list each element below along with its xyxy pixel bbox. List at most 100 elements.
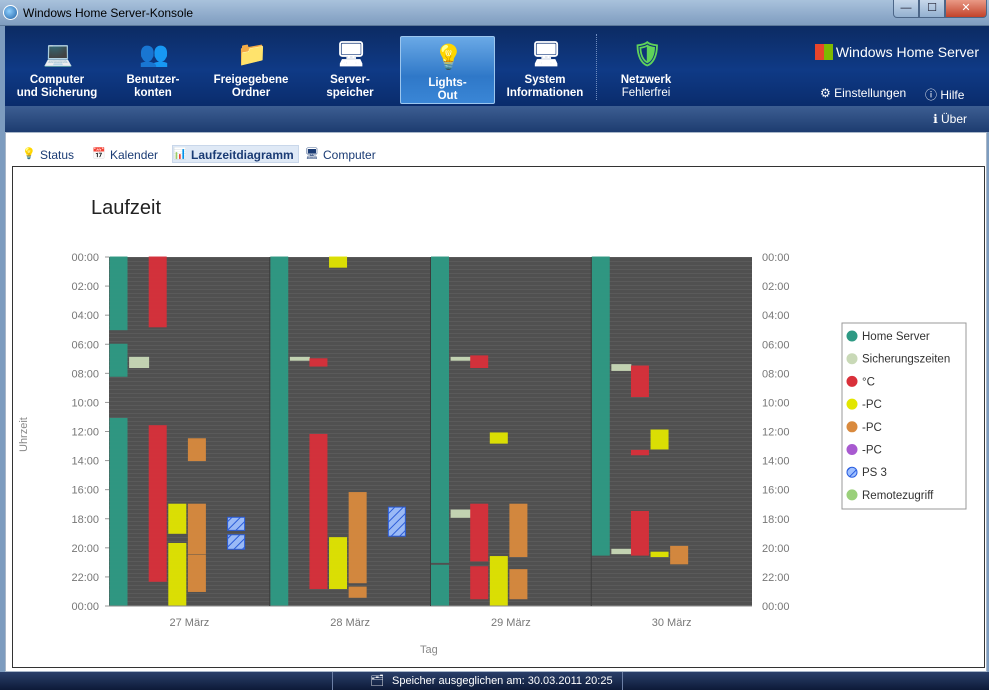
legend-swatch <box>846 444 858 455</box>
y-tick-label-left: 08:00 <box>71 368 99 380</box>
calendar-icon: 📅 <box>92 148 106 160</box>
series-bar <box>450 509 471 518</box>
x-tick-label: 28 März <box>330 617 370 629</box>
tab-runtime-chart[interactable]: 📊 Laufzeitdiagramm <box>172 145 299 163</box>
legend-label: -PC <box>862 422 882 434</box>
series-bar <box>309 358 328 367</box>
series-bar <box>148 256 167 328</box>
y-tick-label-left: 22:00 <box>71 572 99 584</box>
status-separator <box>622 672 623 690</box>
gear-icon: ⚙ <box>820 86 831 100</box>
series-bar <box>168 542 187 607</box>
legend-swatch <box>846 489 858 501</box>
y-tick-label-right: 00:00 <box>762 601 790 613</box>
series-bar <box>148 425 167 582</box>
legend-label: Remotezugriff <box>862 490 934 502</box>
tab-status[interactable]: 💡 Status <box>22 146 74 164</box>
close-button[interactable]: ✕ <box>945 0 987 18</box>
chart-title: Laufzeit <box>91 197 161 219</box>
storage-balance-icon: 🗂 <box>370 675 384 687</box>
help-link[interactable]: ⓘ Hilfe <box>925 86 964 103</box>
windows-flag-icon <box>814 44 833 60</box>
series-bar <box>670 545 689 565</box>
nav-label-2: speicher <box>326 87 374 99</box>
tab-calendar[interactable]: 📅 Kalender <box>92 146 158 164</box>
tab-computer[interactable]: 🖥 Computer <box>305 146 376 164</box>
series-bar <box>509 503 528 558</box>
help-icon: ⓘ <box>925 88 938 102</box>
nav-label-2: Informationen <box>506 87 584 99</box>
y-tick-label-right: 20:00 <box>762 543 790 555</box>
nav-computer-backup[interactable]: 💻 Computer und Sicherung <box>9 34 105 104</box>
nav-shared-folders[interactable]: 📁 Freigegebene Ordner <box>201 34 301 104</box>
info-icon: ℹ <box>933 112 938 126</box>
legend-swatch <box>846 421 858 433</box>
series-bar <box>630 449 649 456</box>
x-axis-label: Tag <box>420 644 438 656</box>
users-icon: 👥 <box>139 41 169 68</box>
y-tick-label-left: 18:00 <box>71 514 99 526</box>
lightbulb-icon: 💡 <box>433 44 464 71</box>
legend-label: °C <box>862 376 875 388</box>
computer-backup-icon: 💻 <box>43 41 73 68</box>
content-panel: 💡 Status 📅 Kalender 📊 Laufzeitdiagramm 🖥 Com… <box>5 132 987 672</box>
y-tick-label-left: 06:00 <box>71 339 99 351</box>
legend-label: -PC <box>862 445 882 457</box>
nav-label-1: System <box>524 74 566 86</box>
series-bar <box>611 364 632 371</box>
y-axis: 00:00 00:00 02:00 02:00 04:00 04:00 06:00 06:00… <box>71 252 789 613</box>
tab-label: Kalender <box>110 148 159 162</box>
nav-network-status[interactable]: 🛡 Netzwerk Fehlerfrei <box>603 34 689 104</box>
legend-swatch <box>846 330 858 342</box>
y-tick-label-right: 06:00 <box>762 339 790 351</box>
series-bar <box>309 433 328 590</box>
series-bar <box>187 438 206 462</box>
status-bar: 🗂 Speicher ausgeglichen am: 30.03.2011 2… <box>0 672 989 690</box>
brand-name: Windows Home Server <box>835 44 979 60</box>
nav-label-1: Benutzer- <box>126 74 180 86</box>
nav-user-accounts[interactable]: 👥 Benutzer- konten <box>109 34 197 104</box>
legend-label: Sicherungszeiten <box>862 354 950 366</box>
nav-label-1: Freigegebene <box>213 74 289 86</box>
series-bar <box>270 256 289 607</box>
series-bar <box>187 503 206 555</box>
series-bar <box>470 566 489 600</box>
series-bar <box>591 256 610 556</box>
series-bar <box>650 551 669 558</box>
x-tick-label: 27 März <box>170 617 210 629</box>
legend-swatch <box>846 375 858 387</box>
legend-swatch <box>846 353 858 365</box>
chart-legend: Home Server Sicherungszeiten °C -PC -PC -… <box>841 322 967 510</box>
nav-server-storage[interactable]: 🖥 Server- speicher <box>305 34 395 104</box>
runtime-chart-container: Laufzeit 00:00 00:00 02:00 02:00 04:00 04:00 0… <box>12 166 985 668</box>
brand-logo: Windows Home Server <box>814 44 979 60</box>
y-tick-label-right: 08:00 <box>762 368 790 380</box>
nav-label-1: Server- <box>330 74 370 86</box>
shield-check-icon: 🛡 <box>632 41 663 68</box>
series-bar <box>109 256 128 331</box>
series-bar <box>509 569 528 600</box>
y-tick-label-left: 00:00 <box>71 601 99 613</box>
series-bar <box>630 365 649 398</box>
legend-label: Home Server <box>862 331 930 343</box>
legend-label: PS 3 <box>862 467 887 479</box>
about-label: Über <box>940 112 967 126</box>
system-info-icon: 🖥 <box>531 41 562 68</box>
series-bar <box>227 534 246 550</box>
series-bar <box>611 548 632 555</box>
legend-swatch <box>846 466 858 478</box>
minimize-button[interactable]: — <box>893 0 919 18</box>
about-link[interactable]: ℹ Über <box>933 112 967 126</box>
y-tick-label-left: 14:00 <box>71 456 99 468</box>
monitor-icon: 🖥 <box>305 148 319 160</box>
nav-lights-out[interactable]: 💡 Lights- Out <box>400 36 495 104</box>
bar-chart-icon: 📊 <box>173 148 187 160</box>
tab-label: Laufzeitdiagramm <box>191 148 294 162</box>
y-tick-label-left: 12:00 <box>71 427 99 439</box>
network-status: Fehlerfrei <box>621 87 671 99</box>
series-bar <box>289 356 310 361</box>
nav-system-info[interactable]: 🖥 System Informationen <box>499 34 591 104</box>
maximize-button[interactable]: ☐ <box>919 0 945 18</box>
settings-link[interactable]: ⚙ Einstellungen <box>820 86 906 100</box>
